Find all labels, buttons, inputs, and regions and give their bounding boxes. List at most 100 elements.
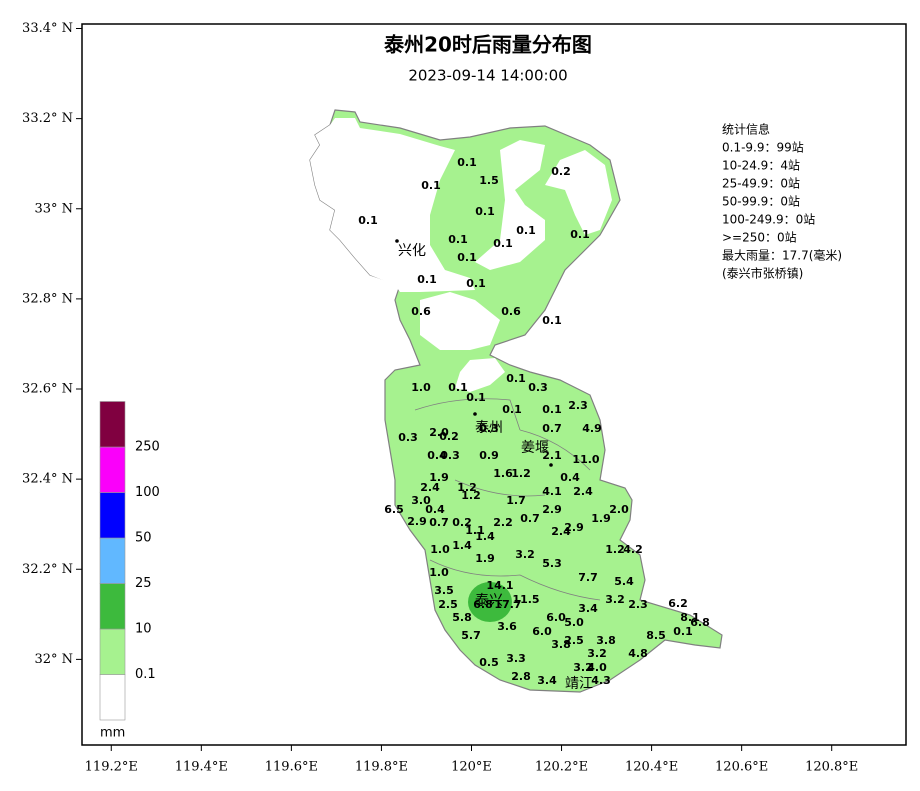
city-dot [473, 412, 477, 416]
legend-swatch [99, 583, 126, 630]
station-value: 5.0 [564, 616, 584, 629]
legend-label: 250 [135, 440, 160, 455]
station-value: 2.5 [438, 598, 458, 611]
legend-label: 0.1 [135, 667, 156, 682]
station-value: 1.0 [411, 381, 431, 394]
station-value: 3.2 [573, 661, 593, 674]
station-value: 0.4 [560, 471, 580, 484]
station-value: 5.7 [461, 629, 481, 642]
station-value: 0.1 [417, 273, 437, 286]
station-value: 2.9 [407, 515, 427, 528]
station-value: 1.4 [452, 539, 472, 552]
station-value: 6.0 [532, 625, 552, 638]
station-value: 6.5 [384, 503, 404, 516]
station-value: 2.9 [564, 521, 584, 534]
station-value: 3.2 [515, 548, 535, 561]
station-value: 1.9 [475, 552, 495, 565]
station-value: 0.1 [506, 372, 526, 385]
legend-swatch [99, 537, 126, 584]
station-value: 7.7 [578, 571, 598, 584]
city-label: 泰兴 [475, 593, 503, 609]
station-value: 2.3 [568, 399, 588, 412]
station-value: 0.1 [542, 314, 562, 327]
station-value: 0.1 [421, 179, 441, 192]
station-value: 4.1 [542, 485, 562, 498]
x-tick-label: 119.4°E [175, 760, 228, 775]
station-value: 0.9 [479, 449, 499, 462]
station-value: 0.1 [448, 233, 468, 246]
station-value: 11.0 [572, 453, 599, 466]
x-tick-label: 119.6°E [265, 760, 318, 775]
station-value: 4.8 [628, 647, 648, 660]
station-value: 2.0 [429, 426, 449, 439]
y-tick-label: 33.2° N [22, 111, 73, 126]
x-tick-label: 120°E [451, 760, 492, 775]
station-value: 2.9 [542, 503, 562, 516]
station-value: 0.1 [358, 214, 378, 227]
station-value: 6.8 [473, 598, 493, 611]
station-value: 1.0 [429, 566, 449, 579]
station-value: 0.3 [398, 431, 418, 444]
station-value: 0.2 [439, 430, 459, 443]
station-value: 5.8 [452, 611, 472, 624]
stats-line: 25-49.9：0站 [722, 177, 800, 191]
y-tick-label: 33° N [34, 201, 73, 216]
station-value: 6.8 [690, 616, 710, 629]
y-tick-label: 32.4° N [22, 472, 73, 487]
station-value: 1.5 [479, 174, 499, 187]
station-value: 0.4 [425, 503, 445, 516]
station-value: 0.2 [551, 165, 571, 178]
station-value: 0.2 [452, 516, 472, 529]
station-value: 11.5 [512, 593, 539, 606]
station-value: 8.5 [646, 629, 666, 642]
station-value: 6.0 [546, 611, 566, 624]
x-tick-label: 120.8°E [805, 760, 858, 775]
dry-area [475, 140, 545, 270]
legend-swatch [99, 674, 126, 721]
legend-label: 100 [135, 485, 160, 500]
station-value: 5.4 [614, 575, 634, 588]
region [309, 109, 723, 693]
station-value: 1.4 [475, 530, 495, 543]
station-value: 0.5 [479, 656, 499, 669]
station-value: 0.7 [542, 422, 562, 435]
y-tick-label: 33.4° N [22, 21, 73, 36]
stats-line: 最大雨量：17.7(毫米) [722, 248, 842, 263]
station-value: 0.3 [528, 381, 548, 394]
station-value: 0.4 [427, 449, 447, 462]
station-value: 0.3 [440, 449, 460, 462]
y-tick-label: 32° N [34, 652, 73, 667]
station-value: 1.2 [457, 481, 477, 494]
x-tick-label: 119.2°E [85, 760, 138, 775]
stats-line: 10-24.9：4站 [722, 159, 800, 173]
legend-swatch [99, 628, 126, 675]
legend-label: 10 [135, 622, 152, 637]
stats-line: (泰兴市张桥镇) [722, 266, 803, 281]
heavy-rain-area [468, 582, 512, 622]
station-value: 1.2 [605, 543, 625, 556]
station-value: 4.2 [623, 543, 643, 556]
stats-line: 统计信息 [722, 122, 770, 137]
station-value: 0.6 [501, 305, 521, 318]
station-value: 0.1 [475, 205, 495, 218]
city-dot [395, 239, 399, 243]
station-value: 1.2 [461, 489, 481, 502]
station-value: 4.3 [591, 674, 611, 687]
station-value: 2.0 [609, 503, 629, 516]
map-title: 泰州20时后雨量分布图 [383, 33, 592, 57]
dry-area [310, 118, 475, 292]
station-value: 0.1 [493, 237, 513, 250]
station-value: 2.2 [493, 516, 513, 529]
county-border [414, 398, 601, 601]
legend-swatch [99, 401, 126, 448]
stats-line: 50-99.9：0站 [722, 195, 800, 209]
station-value: 4.9 [582, 422, 602, 435]
station-value: 0.1 [466, 277, 486, 290]
y-tick-label: 32.8° N [22, 291, 73, 306]
station-value: 3.3 [506, 652, 526, 665]
x-tick-label: 120.4°E [625, 760, 678, 775]
station-value: 2.8 [511, 670, 531, 683]
legend-label: 25 [135, 576, 152, 591]
station-value: 2.1 [542, 449, 562, 462]
